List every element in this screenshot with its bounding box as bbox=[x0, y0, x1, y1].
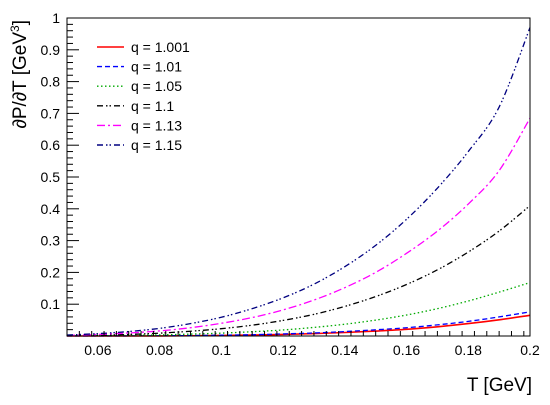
y-tick-label: 0.6 bbox=[41, 137, 61, 153]
series-line-3 bbox=[66, 205, 531, 337]
y-tick-label: 0.2 bbox=[41, 264, 61, 280]
legend-label: q = 1.05 bbox=[131, 78, 182, 94]
y-axis-title-sup: 3 bbox=[8, 25, 22, 32]
y-tick-label: 0.9 bbox=[41, 42, 61, 58]
y-axis: 0.1 0.2 0.3 0.4 0.5 0.6 0.7 0.8 0.9 1 bbox=[41, 10, 79, 337]
x-tick-label: 0.2 bbox=[520, 342, 540, 358]
y-tick-label: 0.4 bbox=[41, 201, 61, 217]
x-tick-label: 0.08 bbox=[146, 342, 173, 358]
y-tick-label: 0.8 bbox=[41, 74, 61, 90]
y-tick-label: 1 bbox=[52, 10, 60, 26]
y-tick-label: 0.5 bbox=[41, 169, 61, 185]
x-tick-label: 0.1 bbox=[212, 342, 232, 358]
x-axis-title: T [GeV] bbox=[467, 375, 532, 396]
series-line-4 bbox=[66, 117, 531, 337]
legend-label: q = 1.15 bbox=[131, 137, 182, 153]
x-tick-label: 0.16 bbox=[393, 342, 420, 358]
legend-label: q = 1.13 bbox=[131, 117, 182, 133]
legend: q = 1.001 q = 1.01 q = 1.05 q = 1.1 q = 1.13… bbox=[97, 39, 190, 153]
y-axis-title: ∂P/∂T [GeV3] bbox=[8, 20, 31, 129]
y-tick-label: 0.1 bbox=[41, 296, 61, 312]
legend-label: q = 1.01 bbox=[131, 59, 182, 75]
legend-label: q = 1.1 bbox=[131, 98, 174, 114]
x-tick-label: 0.06 bbox=[84, 342, 111, 358]
series-line-2 bbox=[66, 281, 531, 337]
y-tick-label: 0.7 bbox=[41, 105, 61, 121]
legend-label: q = 1.001 bbox=[131, 39, 190, 55]
x-tick-label: 0.14 bbox=[331, 342, 358, 358]
x-axis: 0.06 0.08 0.1 0.12 0.14 0.16 0.18 0.2 bbox=[66, 331, 540, 358]
series-line-1 bbox=[66, 311, 531, 337]
x-tick-label: 0.12 bbox=[269, 342, 296, 358]
y-axis-title-main: ∂P/∂T [GeV bbox=[10, 32, 31, 129]
series-line-5 bbox=[66, 27, 531, 336]
x-tick-label: 0.18 bbox=[455, 342, 482, 358]
y-axis-title-close: ] bbox=[10, 20, 31, 25]
y-tick-label: 0.3 bbox=[41, 233, 61, 249]
